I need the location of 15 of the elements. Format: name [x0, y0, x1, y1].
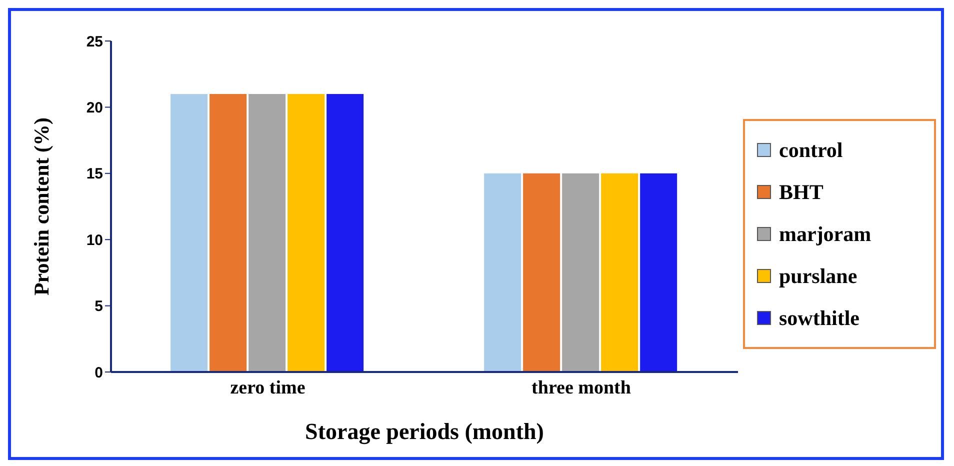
y-tick-label: 20	[86, 100, 103, 117]
y-tick-label: 25	[86, 33, 103, 50]
y-tick-label: 5	[94, 298, 103, 316]
y-tick-label: 0	[94, 364, 103, 382]
y-axis-title: Protein content (%)	[29, 117, 54, 296]
y-tick-label: 15	[86, 166, 103, 183]
legend-label: sowthitle	[779, 306, 860, 330]
x-tick-label: three month	[532, 377, 632, 398]
x-tick-label: zero time	[230, 377, 306, 398]
legend-label: purslane	[779, 264, 858, 288]
x-axis-title: Storage periods (month)	[305, 419, 544, 445]
legend-label: BHT	[779, 180, 824, 204]
y-tick-label: 10	[86, 232, 103, 249]
legend-label: marjoram	[779, 222, 872, 246]
legend-label: control	[779, 138, 843, 162]
